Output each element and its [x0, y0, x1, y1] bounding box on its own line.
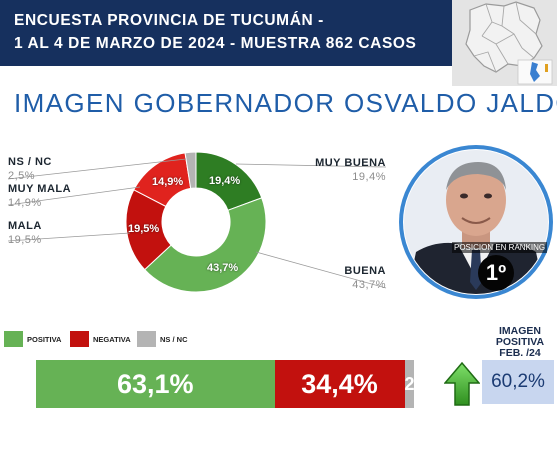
label-mala: MALA: [8, 220, 42, 232]
leader-muy-buena: [235, 163, 387, 168]
previous-value: 60,2%: [482, 360, 554, 404]
legend-label-positiva: POSITIVA: [27, 335, 62, 344]
label-ns-nc: NS / NC: [8, 156, 52, 168]
previous-title: IMAGEN POSITIVA FEB. /24: [486, 326, 554, 359]
label-buena: BUENA: [344, 265, 386, 277]
main-title: IMAGEN GOBERNADOR OSVALDO JALDO: [14, 88, 557, 118]
previous-title-line3: FEB. /24: [499, 347, 541, 359]
legend-swatch-positiva: [4, 331, 23, 347]
bar-segment-positiva: 63,1%: [36, 360, 275, 408]
donut-chart: [7, 151, 387, 293]
leader-ns-nc: [7, 158, 187, 180]
bar-segment-ns-nc: 2,5: [404, 360, 414, 408]
inner-label-mala: 19,5%: [128, 223, 160, 235]
legend-label-negativa: NEGATIVA: [93, 335, 131, 344]
leader-muy-mala: [7, 186, 141, 206]
ranking-caption: POSICION EN RANKING: [452, 242, 548, 253]
leader-mala: [7, 232, 131, 242]
legend-swatch-negativa: [70, 331, 89, 347]
ranking-badge: 1º: [478, 255, 514, 291]
governor-portrait: [399, 145, 553, 299]
donut-slice-ns-nc: [184, 151, 197, 189]
inner-label-muy-mala: 14,9%: [152, 176, 184, 188]
label-muy-mala: MUY MALA: [8, 183, 72, 195]
donut-slice-buena: [143, 197, 267, 293]
stacked-bar: 63,1% 34,4% 2,5: [36, 360, 414, 408]
label-muy-buena: MUY BUENA: [315, 157, 386, 169]
inner-label-muy-buena: 19,4%: [209, 175, 241, 187]
previous-title-line1: IMAGEN: [499, 325, 541, 337]
survey-subtitle: 1 AL 4 DE MARZO DE 2024 - MUESTRA 862 CA…: [14, 35, 417, 52]
leader-buena: [255, 251, 387, 289]
legend-label-ns-nc: NS / NC: [160, 335, 188, 344]
value-muy-mala: 14,9%: [8, 197, 42, 209]
inner-label-buena: 43,7%: [207, 262, 239, 274]
value-muy-buena: 19,4%: [352, 171, 386, 183]
previous-title-line2: POSITIVA: [495, 336, 545, 348]
legend-swatch-ns-nc: [137, 331, 156, 347]
value-mala: 19,5%: [8, 234, 42, 246]
value-buena: 43,7%: [352, 279, 386, 291]
up-arrow-icon: [444, 362, 480, 406]
survey-title: ENCUESTA PROVINCIA DE TUCUMÁN -: [14, 12, 324, 29]
tucuman-map-icon: [452, 0, 557, 86]
value-ns-nc: 2,5%: [8, 170, 36, 182]
bar-segment-negativa: 34,4%: [274, 360, 405, 408]
